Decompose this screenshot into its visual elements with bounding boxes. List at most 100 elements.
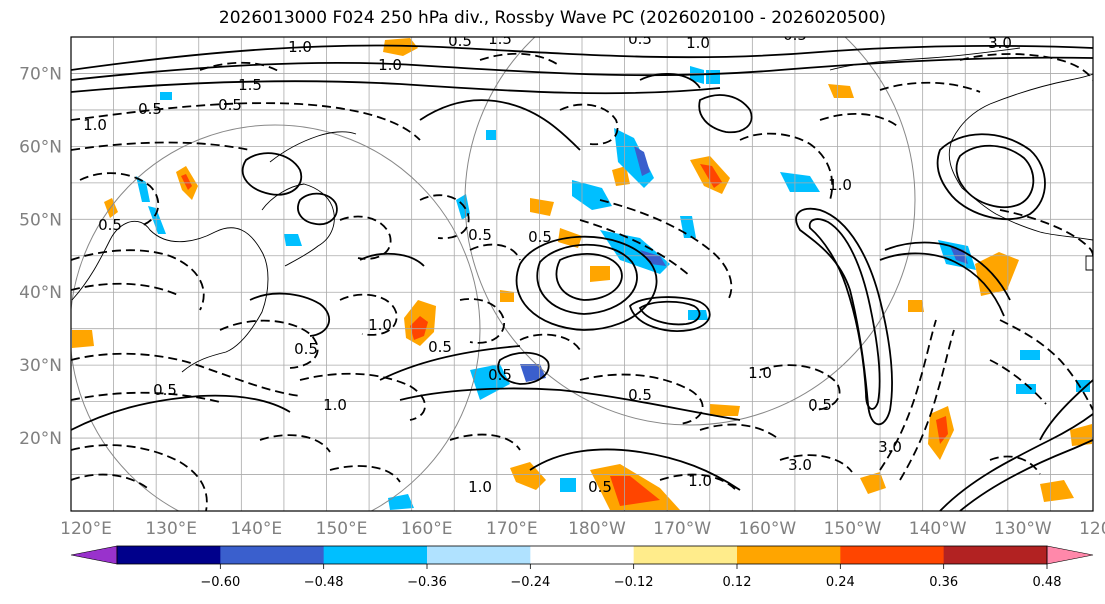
colorbar-tick-label: 0.24 — [826, 575, 855, 590]
contour-line — [519, 333, 581, 351]
contour-line — [959, 53, 1093, 81]
longitude-label: 150°E — [316, 519, 368, 539]
negative-patch — [388, 494, 414, 510]
contour-value-label: 3.0 — [878, 438, 902, 456]
contour-line — [71, 56, 1093, 81]
negative-patch — [706, 70, 720, 84]
contour-line — [219, 319, 319, 369]
positive-patch — [828, 84, 854, 98]
contour-line — [808, 218, 881, 410]
colorbar-extend-high — [1046, 545, 1094, 565]
longitude-label: 140°W — [909, 519, 967, 539]
positive-patch — [410, 316, 428, 340]
latitude-label: 60°N — [19, 137, 62, 157]
negative-patch — [688, 310, 708, 320]
contour-value-label: 0.5 — [448, 32, 472, 50]
contour-line — [79, 172, 160, 227]
contour-line — [879, 252, 1005, 317]
contour-line — [241, 152, 303, 196]
negative-patch — [284, 234, 302, 246]
longitude-label: 150°W — [824, 519, 882, 539]
contour-line — [879, 319, 937, 471]
contours-solid — [71, 44, 1093, 511]
colorbar-segment — [840, 546, 945, 564]
map-area: 1.0 0.5 1.5 1.0 0.5 3.0 0.5 1.0 1.5 0.5 1.0 0.5 0.5 0… — [71, 26, 1093, 511]
contour-line — [989, 359, 1047, 405]
reference-circles — [71, 37, 916, 511]
contour-line — [536, 243, 638, 315]
positive-patch — [700, 164, 722, 188]
positive-patch — [590, 266, 610, 282]
contour-line — [1039, 379, 1093, 441]
latitude-label: 40°N — [19, 283, 62, 303]
longitude-label: 170°E — [486, 519, 538, 539]
contour-value-label: 0.5 — [218, 96, 242, 114]
colorbar: −0.60 −0.48 −0.36 −0.24 −0.12 0.12 0.24 0.36 0.4… — [70, 545, 1094, 590]
contour-line — [71, 282, 181, 297]
positive-patch — [510, 462, 546, 490]
coastline — [269, 131, 357, 163]
positive-patch — [181, 174, 192, 190]
contour-line — [884, 241, 1011, 301]
negative-patch — [780, 172, 820, 192]
negative-patch — [950, 246, 968, 264]
negative-patch — [486, 130, 496, 140]
colorbar-segment — [633, 546, 738, 564]
contour-line — [628, 296, 711, 332]
contour-value-label: 0.5 — [783, 26, 807, 44]
contour-line — [259, 434, 331, 453]
contour-line — [71, 249, 205, 311]
contour-value-label: 1.0 — [378, 56, 402, 74]
contour-line — [71, 444, 208, 511]
contour-value-label: 0.5 — [428, 338, 452, 356]
contour-labels: 1.0 0.5 1.5 1.0 0.5 3.0 0.5 1.0 1.5 0.5 1.0 0.5 0.5 0… — [83, 26, 1012, 496]
colorbar-segment — [117, 546, 221, 564]
contour-value-label: 1.0 — [688, 472, 712, 490]
contour-value-label: 0.5 — [808, 396, 832, 414]
longitude-label: 130°W — [994, 519, 1052, 539]
longitude-label: 120°E — [60, 519, 112, 539]
contour-value-label: 3.0 — [988, 34, 1012, 52]
map-title: 2026013000 F024 250 hPa div., Rossby Wav… — [218, 8, 887, 28]
longitude-label: 160°W — [738, 519, 796, 539]
contour-line — [638, 300, 701, 326]
contour-value-label: 0.5 — [294, 340, 318, 358]
contour-value-label: 3.0 — [788, 456, 812, 474]
contour-line — [329, 465, 401, 483]
contour-line — [71, 352, 301, 397]
contour-line — [529, 448, 741, 491]
contour-line — [579, 373, 704, 425]
contour-line — [71, 141, 251, 151]
colorbar-tick-label: 0.12 — [723, 575, 752, 590]
negative-patch — [1076, 380, 1090, 392]
positive-patch — [908, 300, 924, 312]
longitude-label: 130°E — [145, 519, 197, 539]
contour-line — [939, 413, 1093, 511]
coastline — [1085, 255, 1093, 271]
coastline — [948, 103, 991, 189]
coastline — [989, 73, 1093, 105]
negative-patch — [456, 194, 470, 220]
colorbar-extend-low — [70, 545, 118, 565]
positive-patch — [500, 290, 514, 302]
latitude-label: 20°N — [19, 429, 62, 449]
latitude-labels: 70°N 60°N 50°N 40°N 30°N 20°N — [19, 64, 62, 449]
coastlines — [71, 47, 1093, 373]
positive-patch — [710, 404, 740, 416]
contours-dashed — [71, 52, 1093, 511]
contour-value-label: 0.5 — [138, 100, 162, 118]
coastline — [71, 220, 269, 373]
positive-patch — [612, 166, 630, 186]
reference-circle — [464, 37, 916, 426]
contour-line — [879, 81, 981, 93]
contour-line — [959, 439, 1093, 511]
colorbar-outline — [116, 545, 1048, 565]
colorbar-tick-label: −0.12 — [614, 575, 654, 590]
contour-line — [779, 454, 853, 473]
contour-line — [459, 298, 505, 344]
contour-line — [999, 319, 1093, 411]
contour-line — [339, 215, 392, 260]
contour-line — [579, 219, 691, 277]
colorbar-tick-label: −0.36 — [407, 575, 447, 590]
latitude-label: 50°N — [19, 210, 62, 230]
